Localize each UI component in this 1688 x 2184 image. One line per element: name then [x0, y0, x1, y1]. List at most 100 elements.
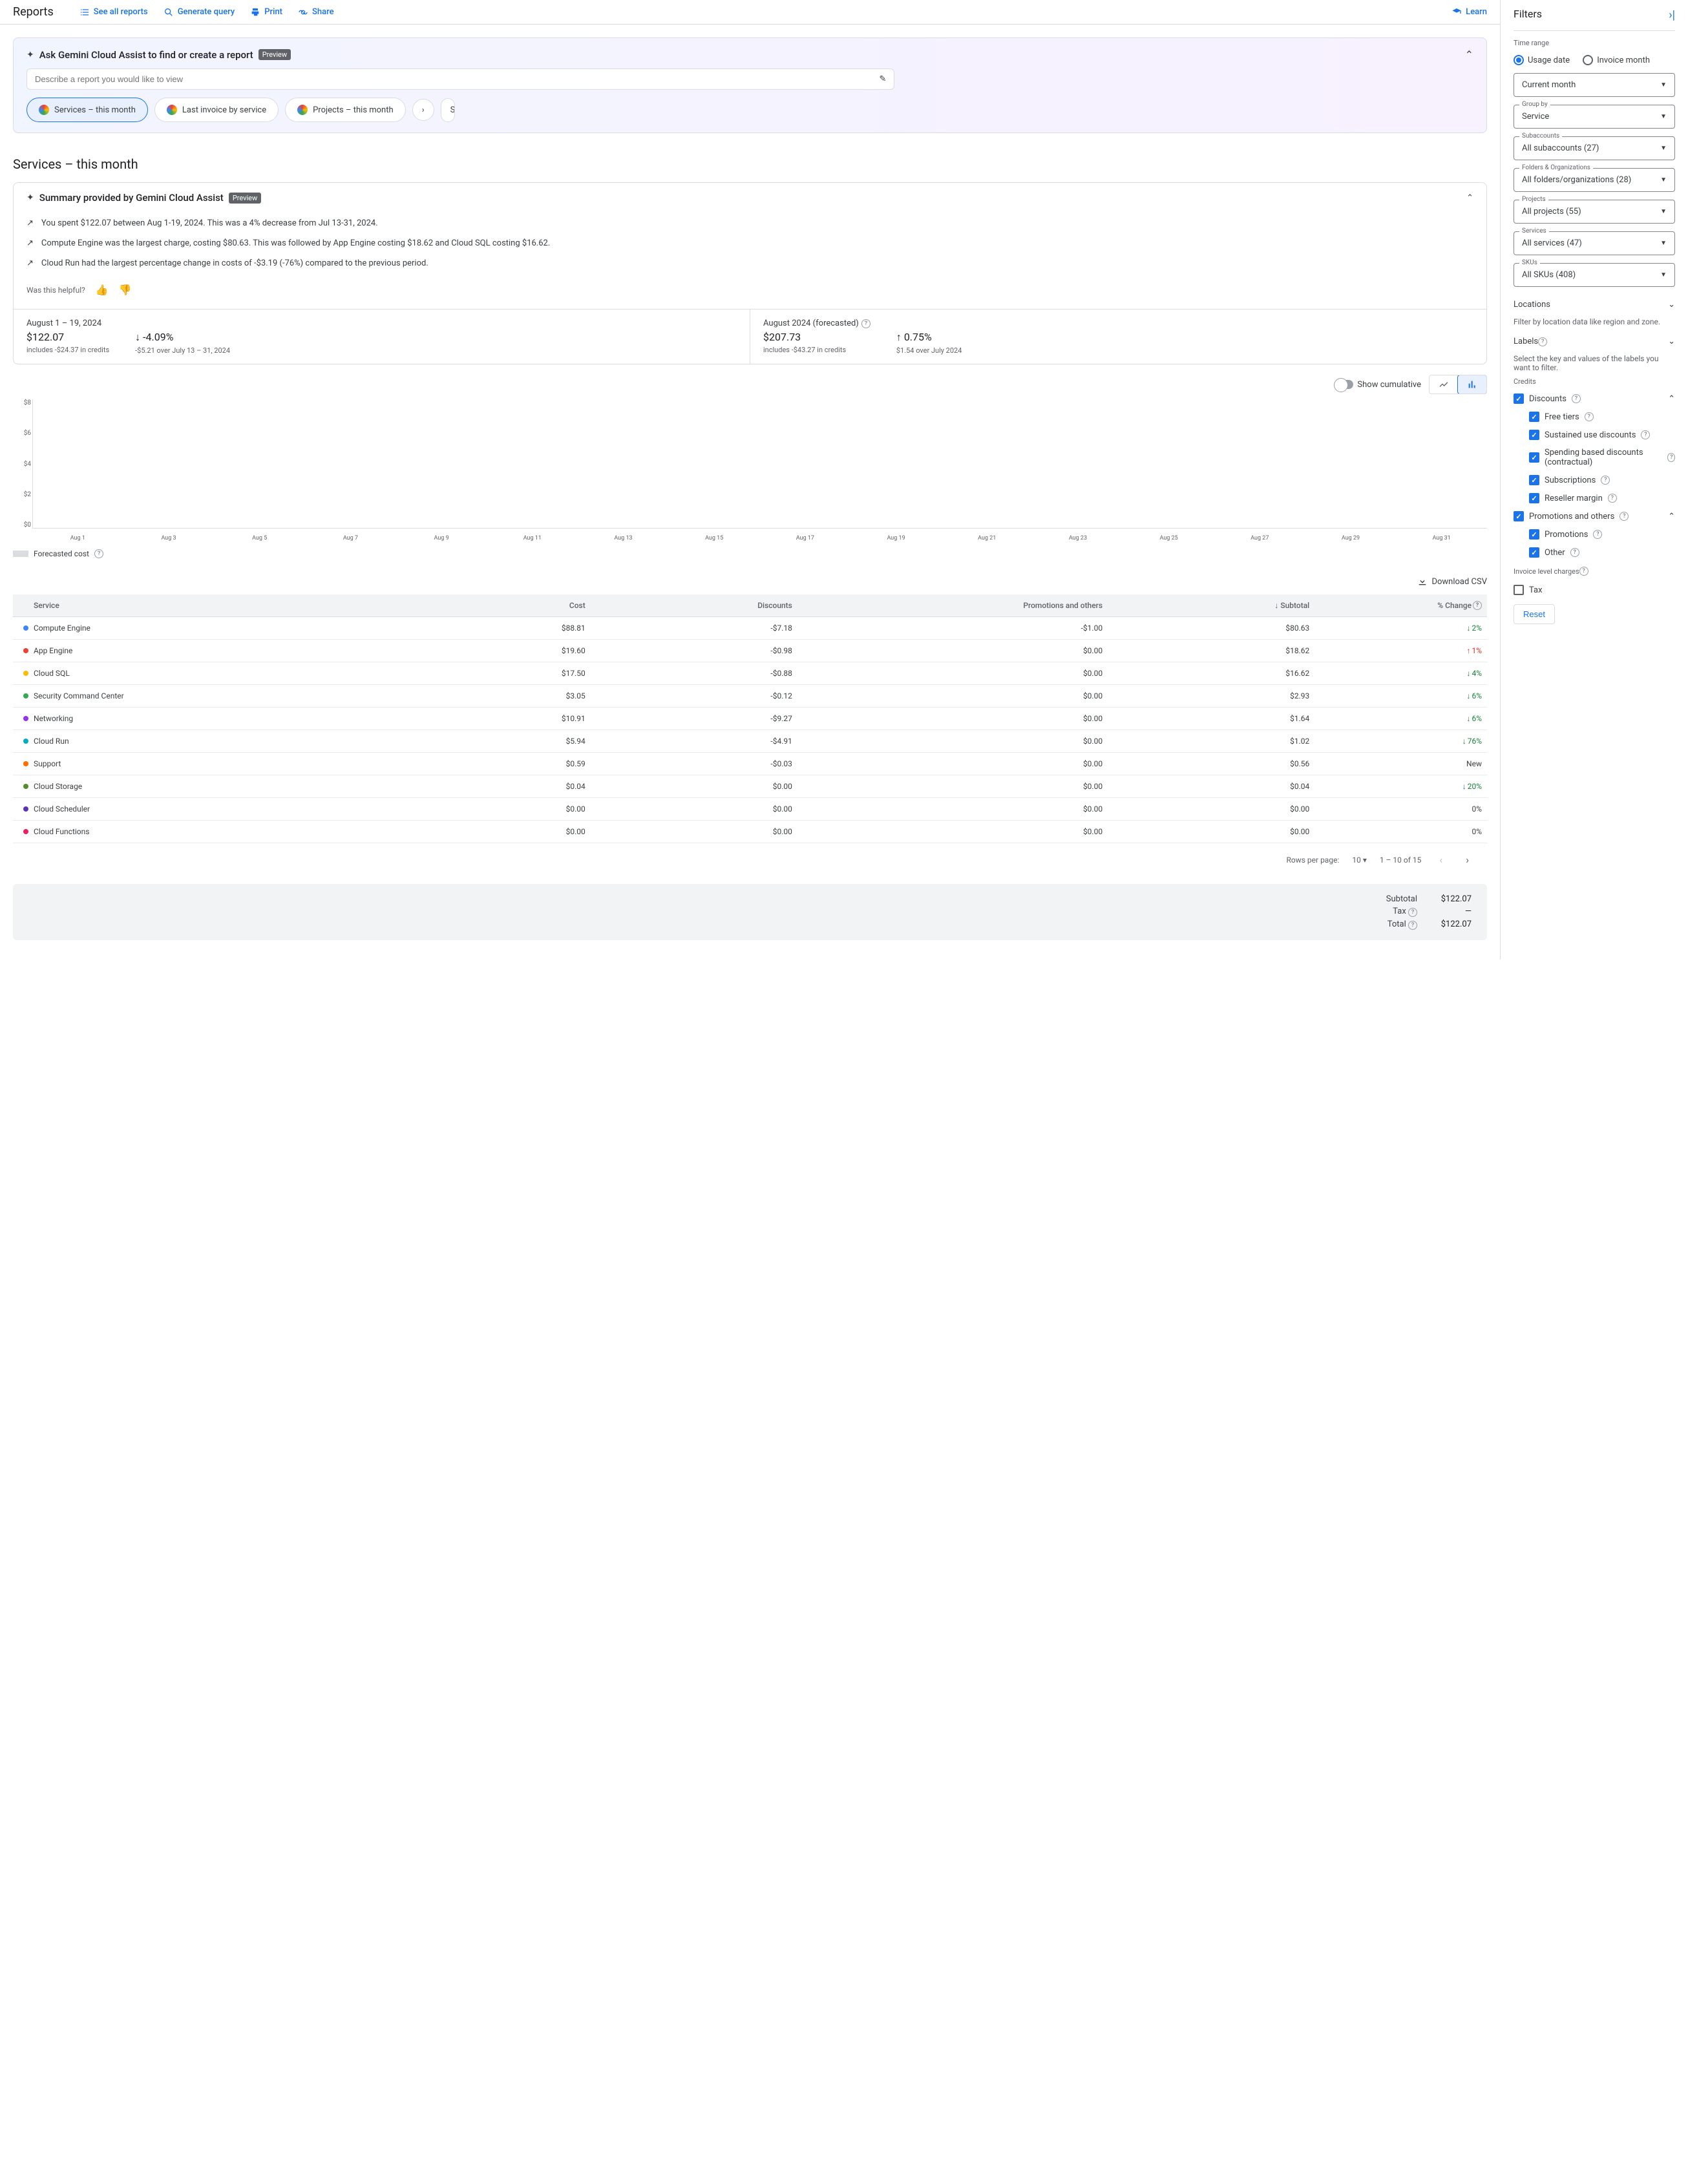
help-icon[interactable]: ?: [1473, 601, 1482, 610]
cell-discounts: -$4.91: [586, 737, 792, 746]
query-icon: [164, 7, 174, 17]
actual-sub: includes -$24.37 in credits: [26, 346, 109, 354]
collapse-filters-icon[interactable]: ›|: [1669, 8, 1675, 22]
gemini-input[interactable]: ✎: [26, 68, 894, 90]
prev-page-button[interactable]: ‹: [1434, 851, 1448, 868]
cell-service: Cloud Run: [34, 737, 379, 746]
sustained-check[interactable]: Sustained use discounts ?: [1514, 426, 1675, 444]
wand-icon[interactable]: ✎: [879, 74, 886, 84]
help-icon[interactable]: ?: [94, 549, 103, 558]
line-view-button[interactable]: [1430, 375, 1458, 394]
toggle-switch[interactable]: [1335, 380, 1353, 389]
th-discounts[interactable]: Discounts: [586, 601, 792, 610]
promotions-others-check[interactable]: Promotions and others ?⌃: [1514, 507, 1675, 525]
help-icon[interactable]: ?: [1667, 453, 1675, 462]
legend-swatch: [13, 551, 28, 557]
collapse-icon[interactable]: ⌃: [1465, 48, 1473, 61]
forecast-sub: includes -$43.27 in credits: [763, 346, 870, 354]
table-row[interactable]: Cloud Functions$0.00$0.00$0.00$0.00 0%: [13, 821, 1487, 843]
help-icon[interactable]: ?: [1579, 567, 1588, 576]
table-row[interactable]: App Engine$19.60-$0.98$0.00$18.62↑ 1%: [13, 640, 1487, 662]
table-row[interactable]: Cloud Storage$0.04$0.00$0.00$0.04↓ 20%: [13, 775, 1487, 798]
th-promotions[interactable]: Promotions and others: [792, 601, 1102, 610]
reset-button[interactable]: Reset: [1514, 604, 1555, 624]
th-service[interactable]: Service: [34, 601, 379, 610]
bar-view-button[interactable]: [1457, 375, 1487, 394]
series-marker: [23, 739, 28, 744]
next-page-button[interactable]: ›: [1461, 851, 1474, 868]
labels-expand[interactable]: Labels ?⌄: [1514, 331, 1675, 352]
help-icon[interactable]: ?: [1593, 530, 1602, 539]
promotions-check[interactable]: Promotions ?: [1514, 525, 1675, 543]
spending-check[interactable]: Spending based discounts (contractual) ?: [1514, 444, 1675, 471]
cumulative-toggle[interactable]: Show cumulative: [1335, 380, 1421, 390]
discounts-check[interactable]: Discounts ?⌃: [1514, 390, 1675, 408]
series-marker: [23, 806, 28, 812]
table-row[interactable]: Cloud Scheduler$0.00$0.00$0.00$0.00 0%: [13, 798, 1487, 821]
help-icon[interactable]: ?: [1608, 494, 1617, 503]
cell-cost: $19.60: [379, 646, 586, 655]
table-row[interactable]: Compute Engine$88.81-$7.18-$1.00$80.63↓ …: [13, 617, 1487, 640]
chip-projects-this-month[interactable]: Projects – this month: [285, 98, 406, 122]
help-icon[interactable]: ?: [1601, 476, 1610, 485]
cell-change: ↓ 6%: [1309, 714, 1482, 723]
help-icon[interactable]: ?: [1408, 921, 1417, 930]
cell-promotions: $0.00: [792, 737, 1102, 746]
date-range-select[interactable]: Current month▼: [1514, 73, 1675, 97]
subscriptions-check[interactable]: Subscriptions ?: [1514, 471, 1675, 489]
th-change[interactable]: % Change ?: [1309, 601, 1482, 610]
thumbs-up-icon[interactable]: 👍: [96, 284, 109, 296]
help-icon[interactable]: ?: [1538, 337, 1547, 346]
chip-services-this-month[interactable]: Services – this month: [26, 98, 148, 122]
th-subtotal[interactable]: ↓ Subtotal: [1102, 601, 1309, 610]
cell-discounts: $0.00: [586, 827, 792, 836]
locations-expand[interactable]: Locations⌄: [1514, 295, 1675, 315]
free-tiers-check[interactable]: Free tiers ?: [1514, 408, 1675, 426]
cell-promotions: $0.00: [792, 669, 1102, 678]
chip-next-button[interactable]: ›: [412, 99, 434, 121]
subaccounts-select[interactable]: SubaccountsAll subaccounts (27)▼: [1514, 136, 1675, 160]
chip-last-invoice[interactable]: Last invoice by service: [154, 98, 279, 122]
learn-link[interactable]: Learn: [1451, 7, 1487, 17]
other-check[interactable]: Other ?: [1514, 543, 1675, 562]
actual-value: $122.07: [26, 328, 109, 346]
table-row[interactable]: Cloud SQL$17.50-$0.88$0.00$16.62↓ 4%: [13, 662, 1487, 685]
cell-change: ↓ 6%: [1309, 691, 1482, 700]
collapse-icon[interactable]: ⌃: [1466, 193, 1473, 203]
help-icon[interactable]: ?: [1641, 430, 1650, 439]
tax-check[interactable]: Tax: [1514, 581, 1675, 599]
skus-select[interactable]: SKUsAll SKUs (408)▼: [1514, 263, 1675, 287]
invoice-month-radio[interactable]: Invoice month: [1583, 55, 1650, 65]
help-icon[interactable]: ?: [1572, 394, 1581, 403]
download-csv-link[interactable]: Download CSV: [1417, 576, 1487, 587]
cell-promotions: $0.00: [792, 804, 1102, 814]
table-row[interactable]: Support$0.59-$0.03$0.00$0.56 New: [13, 753, 1487, 775]
reseller-check[interactable]: Reseller margin ?: [1514, 489, 1675, 507]
print-link[interactable]: Print: [250, 7, 282, 17]
cell-service: Security Command Center: [34, 691, 379, 700]
share-link[interactable]: Share: [298, 7, 334, 17]
table-row[interactable]: Security Command Center$3.05-$0.12$0.00$…: [13, 685, 1487, 708]
help-icon[interactable]: ?: [861, 319, 870, 328]
generate-query-link[interactable]: Generate query: [164, 7, 235, 17]
help-icon[interactable]: ?: [1585, 412, 1594, 421]
projects-select[interactable]: ProjectsAll projects (55)▼: [1514, 200, 1675, 224]
th-cost[interactable]: Cost: [379, 601, 586, 610]
folders-select[interactable]: Folders & OrganizationsAll folders/organ…: [1514, 168, 1675, 192]
table-row[interactable]: Cloud Run$5.94-$4.91$0.00$1.02↓ 76%: [13, 730, 1487, 753]
table-row[interactable]: Networking$10.91-$9.27$0.00$1.64↓ 6%: [13, 708, 1487, 730]
rows-per-page-select[interactable]: 10 ▾: [1352, 856, 1367, 865]
services-select[interactable]: ServicesAll services (47)▼: [1514, 231, 1675, 255]
chip-partial[interactable]: S: [441, 98, 455, 122]
filters-title: Filters: [1514, 8, 1542, 20]
group-by-select[interactable]: Group byService▼: [1514, 105, 1675, 129]
thumbs-down-icon[interactable]: 👎: [119, 284, 132, 296]
see-all-reports-link[interactable]: See all reports: [79, 7, 148, 17]
help-icon[interactable]: ?: [1570, 548, 1579, 557]
usage-date-radio[interactable]: Usage date: [1514, 55, 1570, 65]
gemini-text-input[interactable]: [35, 74, 879, 84]
help-icon[interactable]: ?: [1619, 512, 1629, 521]
help-icon[interactable]: ?: [1408, 908, 1417, 917]
summary-title: Summary provided by Gemini Cloud Assist: [39, 192, 224, 204]
header: Reports See all reports Generate query P…: [0, 0, 1500, 25]
